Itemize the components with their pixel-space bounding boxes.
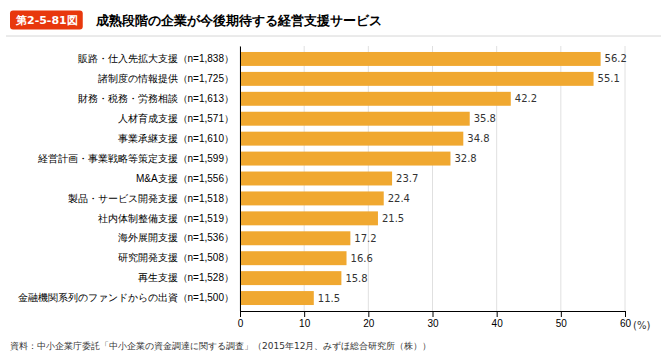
y-tick: 海外展開支援（n=1,536） <box>118 232 240 243</box>
title-area: 第2-5-81図 成熟段階の企業が今後期待する経営支援サービス <box>6 11 661 37</box>
bar <box>240 112 470 126</box>
y-tick-label: 人材育成支援（n=1,571） <box>118 113 234 124</box>
chart: 第2-5-81図 成熟段階の企業が今後期待する経営支援サービス 56.2 55.1 42… <box>0 0 667 357</box>
title: 成熟段階の企業が今後期待する経営支援サービス <box>95 13 382 28</box>
bar <box>240 92 511 106</box>
x-tick: 50 <box>556 311 568 329</box>
y-tick: 研究開発支援（n=1,508） <box>118 252 240 263</box>
data-label: 56.2 <box>605 53 627 64</box>
grid-line <box>240 46 241 311</box>
data-label: 35.8 <box>474 113 496 124</box>
x-tick: 60 <box>620 311 632 329</box>
y-tick-label: 事業承継支援（n=1,610） <box>118 133 234 144</box>
bar <box>240 72 594 86</box>
bar <box>240 231 350 245</box>
bars <box>240 52 601 305</box>
data-label: 23.7 <box>396 173 418 184</box>
x-axis-line <box>241 312 626 318</box>
x-tick-label: 30 <box>427 318 439 329</box>
y-axis: 販路・仕入先拡大支援（n=1,838） 諸制度の情報提供（n=1,725） 財務・税… <box>18 47 241 312</box>
y-tick: 諸制度の情報提供（n=1,725） <box>98 73 240 84</box>
y-tick-label: 財務・税務・労務相談（n=1,613） <box>78 93 234 104</box>
y-tick-label: 研究開発支援（n=1,508） <box>118 252 234 263</box>
x-tick-mark <box>497 311 498 317</box>
y-tick-label: 再生支援（n=1,528） <box>138 272 234 283</box>
y-tick-label: 金融機関系列のファンドからの出資（n=1,500） <box>18 292 234 303</box>
data-label: 55.1 <box>598 73 620 84</box>
y-tick: 社内体制整備支援（n=1,519） <box>98 213 240 224</box>
y-tick-label: 販路・仕入先拡大支援（n=1,838） <box>78 53 234 64</box>
data-label: 15.8 <box>345 273 367 284</box>
data-label: 32.8 <box>454 153 476 164</box>
data-labels: 56.2 55.1 42.2 35.8 34.8 32.8 23.7 22.4 21.5 17.2… <box>318 53 627 303</box>
y-tick: 再生支援（n=1,528） <box>138 272 240 283</box>
y-tick: 経営計画・事業戦略等策定支援（n=1,599） <box>37 153 240 164</box>
grid-line <box>625 46 626 311</box>
x-tick: 20 <box>363 311 375 329</box>
grid <box>240 46 625 311</box>
bar <box>240 291 314 305</box>
x-tick: 0 <box>238 311 244 329</box>
title-rule <box>6 36 661 37</box>
y-tick-label: 社内体制整備支援（n=1,519） <box>98 213 234 224</box>
plot: 56.2 55.1 42.2 35.8 34.8 32.8 23.7 22.4 21.5 17.2… <box>18 46 651 331</box>
x-tick-label: 20 <box>363 318 375 329</box>
bar <box>240 211 378 225</box>
y-tick: 金融機関系列のファンドからの出資（n=1,500） <box>18 292 240 303</box>
y-tick: 事業承継支援（n=1,610） <box>118 133 240 144</box>
x-tick: 30 <box>427 311 439 329</box>
x-tick-mark <box>304 311 305 317</box>
bar <box>240 52 601 66</box>
data-label: 34.8 <box>467 133 489 144</box>
x-tick-label: 0 <box>238 318 244 329</box>
x-tick-mark <box>625 311 626 317</box>
x-tick-label: 50 <box>556 318 568 329</box>
bar <box>240 172 392 186</box>
y-tick-label: 経営計画・事業戦略等策定支援（n=1,599） <box>37 153 234 164</box>
bar <box>240 271 341 285</box>
y-tick-label: 海外展開支援（n=1,536） <box>118 232 234 243</box>
y-tick-label: 諸制度の情報提供（n=1,725） <box>98 73 234 84</box>
x-tick-mark <box>240 311 241 317</box>
x-tick-mark <box>368 311 369 317</box>
y-tick: 財務・税務・労務相談（n=1,613） <box>78 93 240 104</box>
bar <box>240 132 463 146</box>
title-tag: 第2-5-81図 <box>15 14 78 27</box>
x-tick-mark <box>561 311 562 317</box>
data-label: 16.6 <box>351 253 373 264</box>
y-tick: M&A支援（n=1,556） <box>136 173 240 184</box>
x-axis-title: (%) <box>633 320 650 331</box>
x-tick-label: 10 <box>299 318 311 329</box>
y-tick: 製品・サービス開発支援（n=1,518） <box>68 193 240 204</box>
bar <box>240 191 384 205</box>
y-tick: 人材育成支援（n=1,571） <box>118 113 240 124</box>
data-label: 22.4 <box>388 193 410 204</box>
x-tick-label: 60 <box>620 318 632 329</box>
y-tick-label: M&A支援（n=1,556） <box>136 173 234 184</box>
y-axis-line <box>240 47 241 312</box>
x-tick: 40 <box>492 311 504 329</box>
data-label: 17.2 <box>354 233 376 244</box>
bar <box>240 251 347 265</box>
title-tag-box <box>10 11 83 30</box>
y-tick: 販路・仕入先拡大支援（n=1,838） <box>78 53 240 64</box>
x-tick-label: 40 <box>492 318 504 329</box>
y-tick-label: 製品・サービス開発支援（n=1,518） <box>68 193 234 204</box>
note: 資料：中小企業庁委託「中小企業の資金調達に関する調査」（2015年12月、みずほ… <box>10 341 431 351</box>
x-axis: 0 10 20 30 40 50 60 <box>238 311 632 329</box>
bar <box>240 152 450 166</box>
data-label: 21.5 <box>382 213 404 224</box>
x-tick-mark <box>433 311 434 317</box>
x-tick: 10 <box>299 311 311 329</box>
data-label: 11.5 <box>318 293 340 304</box>
data-label: 42.2 <box>515 93 537 104</box>
